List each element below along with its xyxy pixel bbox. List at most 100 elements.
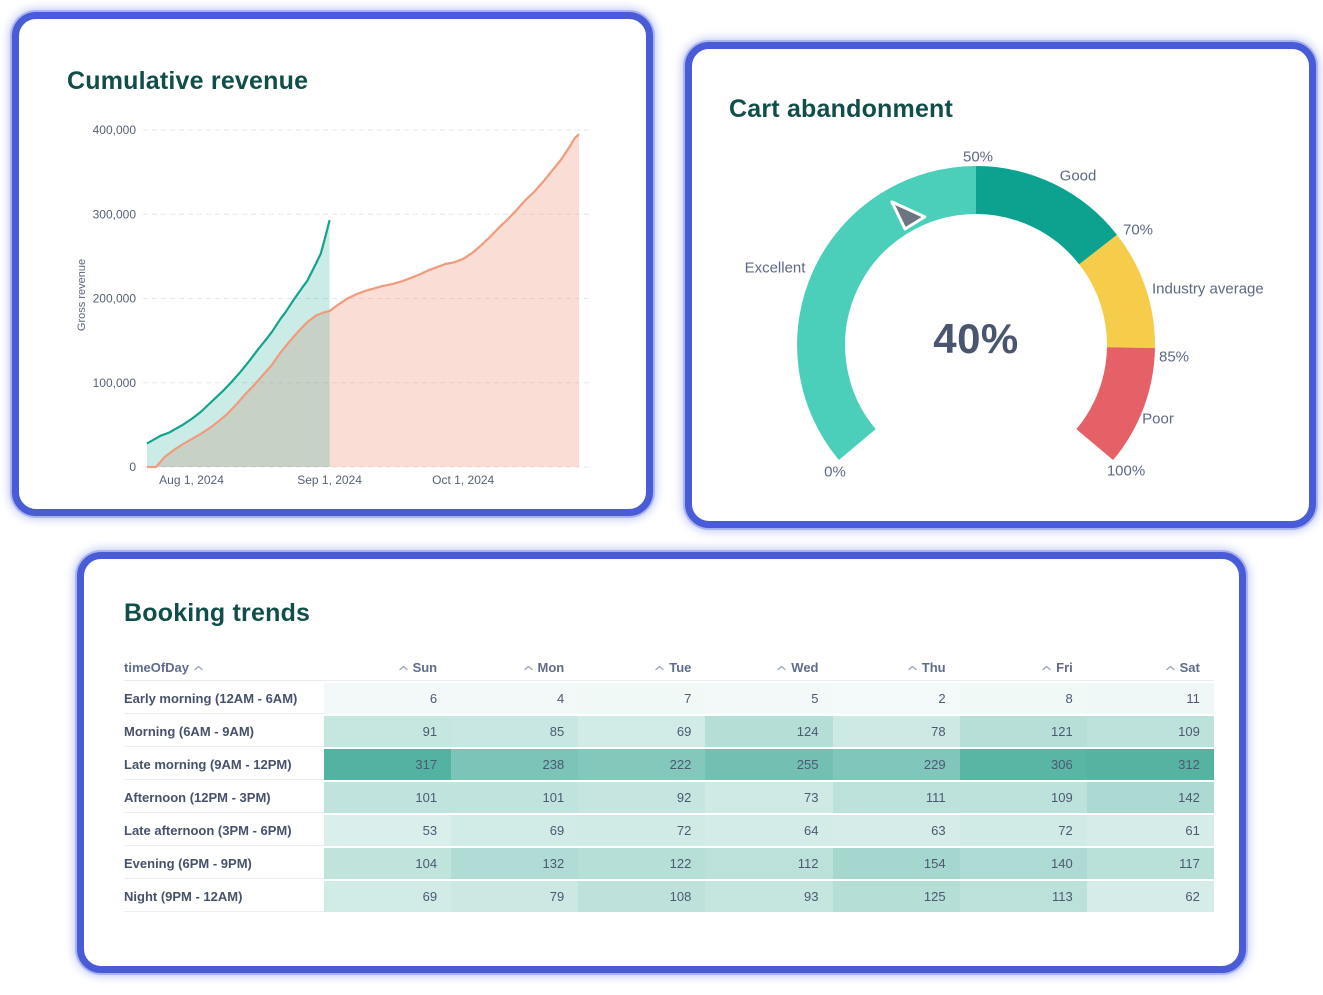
column-header-label: Fri: [1056, 660, 1073, 675]
gauge-segment-label-good: Good: [1059, 167, 1097, 185]
x-axis-tick-label: Oct 1, 2024: [432, 473, 494, 487]
heatmap-cell: 255: [705, 749, 833, 780]
table-row: Late afternoon (3PM - 6PM) 53 69 72 64 63 72 61: [124, 815, 1214, 846]
table-row: Night (9PM - 12AM) 69 79 108 93 125 113 62: [124, 881, 1214, 912]
heatmap-cell: 101: [324, 782, 452, 813]
heatmap-cell: 109: [959, 782, 1087, 813]
heatmap-cell: 85: [451, 716, 579, 747]
heatmap-cell: 72: [578, 815, 706, 846]
gauge-value: 40%: [933, 315, 1019, 362]
sort-caret-icon: [398, 665, 408, 671]
column-header-label: Wed: [791, 660, 819, 675]
booking-trends-table: timeOfDay Sun Mon Tue Wed Thu Fri Sat Early mor…: [124, 655, 1214, 912]
table-row: Morning (6AM - 9AM) 91 85 69 124 78 121 109: [124, 716, 1214, 747]
x-axis-tick-label: Sep 1, 2024: [297, 473, 362, 487]
column-header-sat[interactable]: Sat: [1087, 660, 1214, 675]
column-header-mon[interactable]: Mon: [451, 660, 578, 675]
heatmap-cell: 73: [705, 782, 833, 813]
column-header-fri[interactable]: Fri: [960, 660, 1087, 675]
column-header-thu[interactable]: Thu: [833, 660, 960, 675]
heatmap-cell: 108: [578, 881, 706, 912]
booking-trends-card: Booking trends timeOfDay Sun Mon Tue Wed Thu F…: [77, 552, 1246, 973]
row-label: Late morning (9AM - 12PM): [124, 749, 324, 780]
y-axis-title: Gross revenue: [76, 259, 88, 331]
sort-caret-icon: [908, 665, 917, 671]
revenue-card-title: Cumulative revenue: [67, 67, 309, 95]
sort-caret-icon: [1165, 665, 1175, 671]
heatmap-cell: 306: [959, 749, 1087, 780]
y-axis-tick-label: 100,000: [93, 376, 137, 390]
table-row: Late morning (9AM - 12PM) 317 238 222 255 229…: [124, 749, 1214, 780]
column-header-label: timeOfDay: [124, 660, 190, 675]
cumulative-revenue-card: 0 100,000 200,000 300,000 400,000 Aug 1, 2024…: [12, 12, 653, 516]
y-axis-tick-label: 300,000: [93, 207, 137, 221]
y-axis-tick-label: 200,000: [93, 292, 137, 306]
heatmap-cell: 222: [578, 749, 706, 780]
sort-caret-icon: [655, 665, 664, 671]
heatmap-cell: 132: [451, 848, 579, 879]
column-header-sun[interactable]: Sun: [324, 660, 451, 675]
table-row: Evening (6PM - 9PM) 104 132 122 112 154 140 117: [124, 848, 1214, 879]
cart-abandonment-card: Cart abandonment 0% 50% 70% 85% 100% Exc…: [685, 42, 1316, 528]
salmon-series-area: [147, 134, 579, 467]
column-header-timeofday[interactable]: timeOfDay: [124, 660, 324, 675]
heatmap-cell: 2: [832, 683, 960, 714]
gauge-segment-label-excellent: Excellent: [744, 259, 806, 277]
sort-caret-icon: [1042, 665, 1051, 671]
heatmap-cell: 113: [959, 881, 1087, 912]
heatmap-cell: 11: [1086, 683, 1214, 714]
heatmap-cell: 69: [324, 881, 452, 912]
column-header-wed[interactable]: Wed: [705, 660, 832, 675]
heatmap-cell: 140: [959, 848, 1087, 879]
heatmap-cell: 8: [959, 683, 1087, 714]
heatmap-cell: 7: [578, 683, 706, 714]
heatmap-cell: 142: [1086, 782, 1214, 813]
sort-caret-icon: [777, 665, 786, 671]
heatmap-cell: 312: [1086, 749, 1214, 780]
y-axis-tick-label: 400,000: [93, 123, 137, 137]
row-label: Early morning (12AM - 6AM): [124, 683, 324, 714]
heatmap-cell: 92: [578, 782, 706, 813]
heatmap-cell: 111: [832, 782, 960, 813]
heatmap-cell: 62: [1086, 881, 1214, 912]
table-body: Early morning (12AM - 6AM) 6 4 7 5 2 8 11 Mornin…: [124, 683, 1214, 912]
gauge-segment-excellent: [797, 166, 977, 461]
teal-series-line: [146, 219, 331, 445]
heatmap-cell: 317: [324, 749, 452, 780]
gauge-tick-85: 85%: [1158, 348, 1190, 366]
heatmap-cell: 91: [324, 716, 452, 747]
revenue-area-chart: 0 100,000 200,000 300,000 400,000 Aug 1, 2024…: [76, 123, 590, 487]
salmon-series-line: [147, 133, 580, 469]
heatmap-cell: 104: [324, 848, 452, 879]
heatmap-cell: 154: [832, 848, 960, 879]
table-header-row: timeOfDay Sun Mon Tue Wed Thu Fri Sat: [124, 655, 1214, 681]
gauge-segment-industry-average: [1078, 234, 1155, 349]
heatmap-cell: 112: [705, 848, 833, 879]
heatmap-cell: 109: [1086, 716, 1214, 747]
row-label: Night (9PM - 12AM): [124, 881, 324, 912]
heatmap-cell: 69: [578, 716, 706, 747]
sort-caret-icon: [194, 665, 203, 671]
heatmap-cell: 101: [451, 782, 579, 813]
heatmap-cell: 121: [959, 716, 1087, 747]
gauge-tick-50: 50%: [962, 148, 994, 166]
heatmap-cell: 238: [451, 749, 579, 780]
gauge-segment-good: [975, 166, 1118, 265]
row-label: Evening (6PM - 9PM): [124, 848, 324, 879]
gauge-segment-label-industry-average: Industry average: [1152, 280, 1264, 298]
gauge-segment-poor: [1075, 346, 1155, 461]
heatmap-cell: 63: [832, 815, 960, 846]
heatmap-cell: 124: [705, 716, 833, 747]
heatmap-cell: 117: [1086, 848, 1214, 879]
column-header-label: Sun: [412, 660, 438, 675]
teal-series-area: [147, 220, 330, 467]
gauge-tick-70: 70%: [1122, 221, 1154, 239]
table-row: Afternoon (12PM - 3PM) 101 101 92 73 111 109 14…: [124, 782, 1214, 813]
heatmap-cell: 229: [832, 749, 960, 780]
heatmap-cell: 125: [832, 881, 960, 912]
column-header-tue[interactable]: Tue: [578, 660, 705, 675]
sort-caret-icon: [523, 665, 533, 671]
row-label: Morning (6AM - 9AM): [124, 716, 324, 747]
heatmap-cell: 79: [451, 881, 579, 912]
